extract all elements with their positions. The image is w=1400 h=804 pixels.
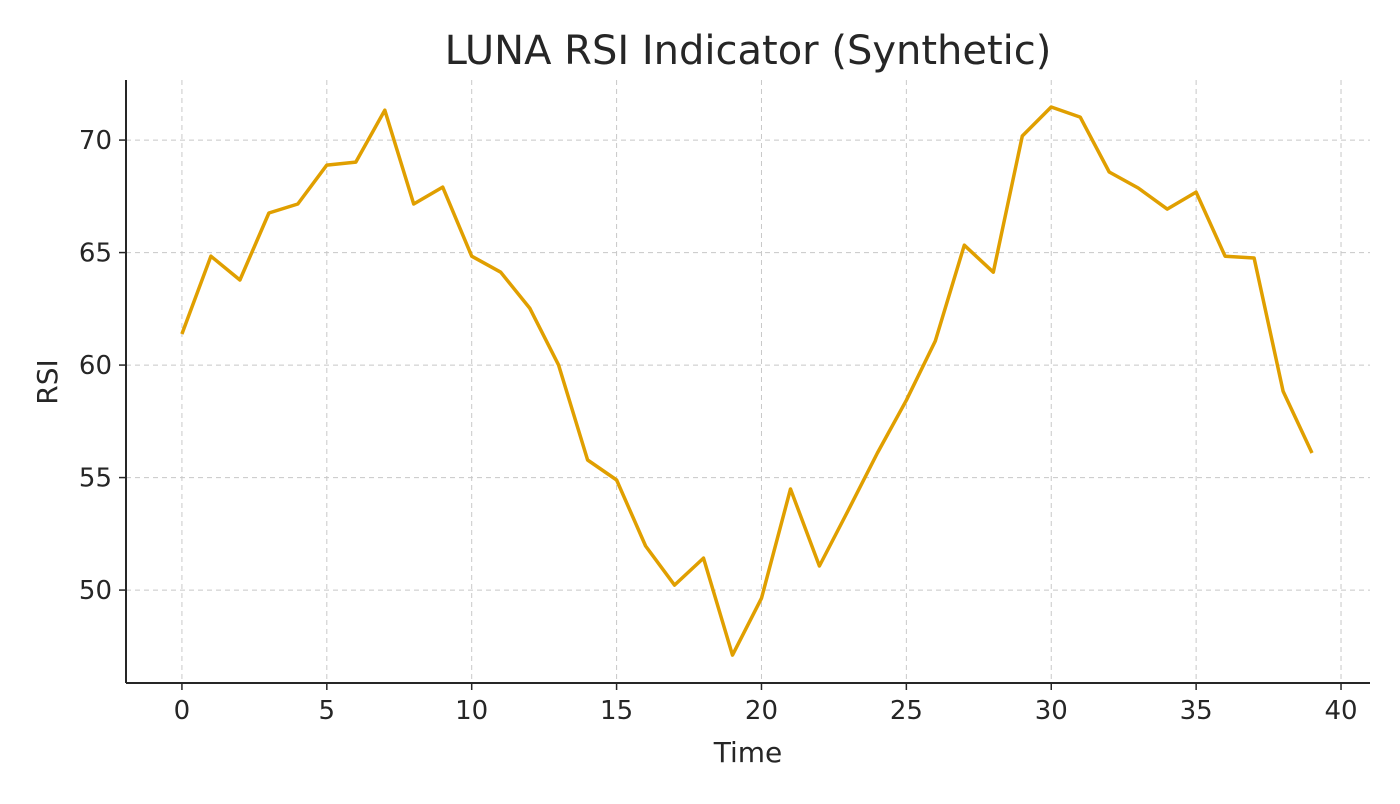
x-tick-label: 40 xyxy=(1324,696,1357,726)
y-tick-label: 60 xyxy=(79,351,112,381)
grid xyxy=(126,80,1370,683)
x-tick-label: 0 xyxy=(174,696,191,726)
y-tick-label: 70 xyxy=(79,126,112,156)
x-tick-label: 35 xyxy=(1180,696,1213,726)
x-tick-label: 15 xyxy=(600,696,633,726)
x-tick-label: 5 xyxy=(319,696,336,726)
y-tick-label: 55 xyxy=(79,464,112,494)
x-tick-label: 30 xyxy=(1035,696,1068,726)
x-tick-label: 20 xyxy=(745,696,778,726)
rsi-series-line xyxy=(180,105,1314,657)
tick-labels: 0 5 10 15 20 25 30 35 40 50 55 60 65 70 xyxy=(79,126,1358,726)
y-axis-label: RSI xyxy=(31,359,64,405)
x-axis-label: Time xyxy=(713,736,783,769)
x-tick-label: 25 xyxy=(890,696,923,726)
chart-title: LUNA RSI Indicator (Synthetic) xyxy=(445,28,1052,74)
y-tick-label: 65 xyxy=(79,239,112,269)
series xyxy=(180,105,1314,657)
y-tick-label: 50 xyxy=(79,576,112,606)
axes xyxy=(119,80,1370,690)
x-tick-label: 10 xyxy=(455,696,488,726)
